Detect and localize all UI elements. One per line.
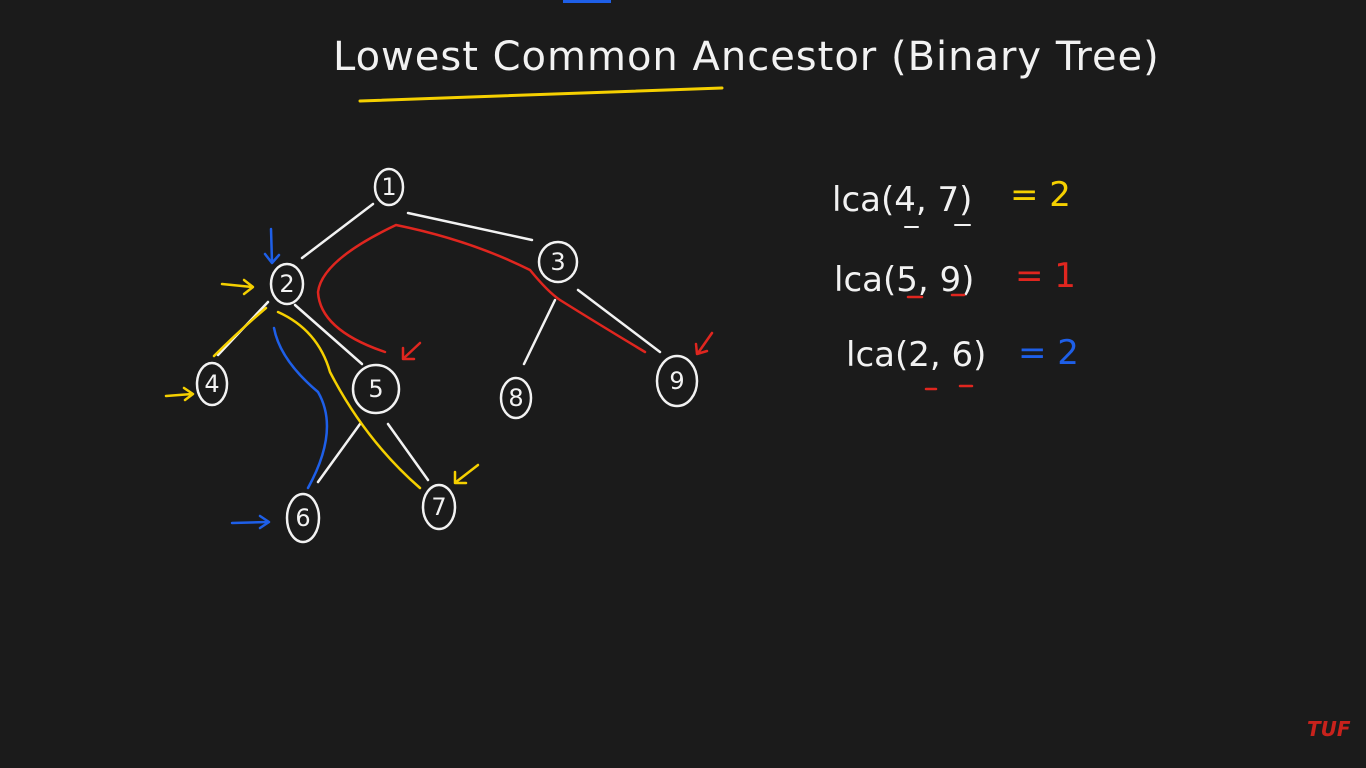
- arrow-down-icon: [263, 227, 281, 265]
- node-label: 3: [550, 248, 565, 276]
- yellow-path-2-to-7: [276, 310, 422, 490]
- query-expression: lca(5, 9): [834, 260, 974, 300]
- node-label: 1: [381, 173, 396, 201]
- query-expression: lca(2, 6): [846, 335, 986, 375]
- node-label: 6: [295, 504, 310, 532]
- edge-5-6: [316, 422, 362, 484]
- edge-1-3: [406, 211, 534, 242]
- tree-node: 3: [537, 240, 579, 284]
- lca-path-highlights: [212, 223, 647, 490]
- arrow-right-icon: [220, 278, 255, 296]
- tree-node: 9: [655, 354, 699, 408]
- node-label: 2: [279, 270, 294, 298]
- node-label: 9: [669, 367, 684, 395]
- edge-3-9: [576, 288, 662, 354]
- edge-3-8: [522, 298, 557, 366]
- tree-nodes: 1 2 3 4 5 8 9 6: [195, 167, 699, 544]
- query-result: = 2: [1010, 175, 1071, 215]
- tree-node: 2: [269, 262, 305, 306]
- lca-queries: lca(4, 7) = 2 lca(5, 9) = 1 lca(2, 6) = …: [832, 175, 1079, 391]
- page-title: Lowest Common Ancestor (Binary Tree): [333, 34, 1160, 80]
- operand-underline: [904, 224, 971, 228]
- lca-query: lca(2, 6) = 2: [846, 333, 1079, 391]
- title-underline: [358, 86, 724, 103]
- lca-query: lca(4, 7) = 2: [832, 175, 1071, 228]
- yellow-path-4-to-2: [212, 306, 268, 358]
- node-label: 8: [508, 384, 523, 412]
- blue-path-2-to-6: [272, 326, 329, 490]
- query-result: = 1: [1015, 256, 1076, 296]
- arrow-down-left-icon: [453, 463, 480, 485]
- tree-node: 4: [195, 361, 229, 407]
- red-path-5-to-9: [316, 223, 647, 354]
- tree-node: 6: [285, 492, 321, 544]
- node-label: 5: [368, 375, 383, 403]
- pointer-arrows: [164, 227, 714, 530]
- progress-marker: [563, 0, 611, 3]
- arrow-down-left-icon: [694, 331, 714, 356]
- tree-node: 1: [373, 167, 405, 207]
- node-label: 4: [204, 370, 219, 398]
- query-result: = 2: [1018, 333, 1079, 373]
- arrow-right-icon: [164, 386, 195, 402]
- query-expression: lca(4, 7): [832, 180, 972, 220]
- tree-edges: [216, 202, 662, 484]
- operand-underline: [906, 293, 966, 299]
- arrow-down-left-icon: [401, 341, 422, 361]
- lca-query: lca(5, 9) = 1: [834, 256, 1076, 300]
- tree-node: 5: [351, 363, 401, 415]
- arrow-right-icon: [230, 514, 271, 530]
- edge-1-2: [300, 202, 375, 260]
- node-label: 7: [431, 493, 446, 521]
- edge-5-7: [386, 422, 430, 482]
- tree-node: 8: [499, 376, 533, 420]
- tuf-logo: TUF: [1307, 717, 1351, 741]
- edge-2-5: [293, 303, 364, 366]
- operand-underline: [924, 384, 974, 391]
- tree-node: 7: [421, 483, 457, 531]
